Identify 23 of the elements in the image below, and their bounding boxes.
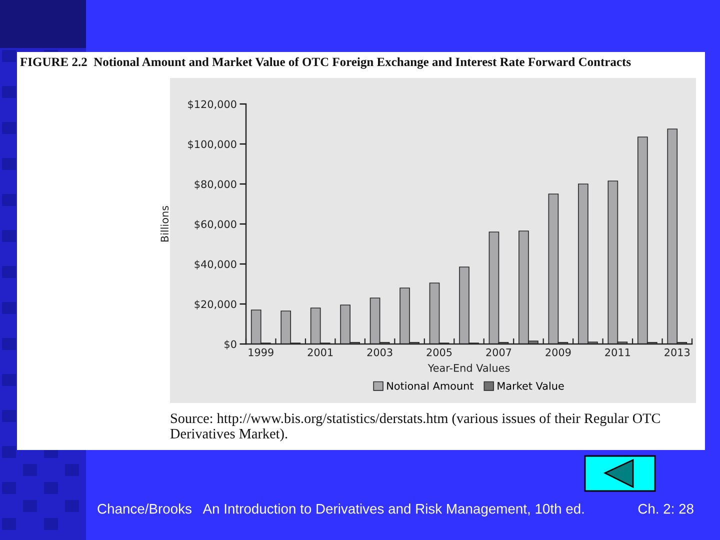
legend-label: Notional Amount: [387, 382, 474, 390]
y-tick-label: $60,000: [194, 220, 236, 230]
x-tick-label: 2013: [664, 348, 690, 356]
y-tick-label: $20,000: [194, 300, 236, 310]
y-tick-label: $80,000: [194, 180, 236, 190]
y-tick-label: $0: [224, 340, 236, 350]
y-tick-label: $120,000: [188, 100, 236, 110]
y-axis-title: Billions: [160, 206, 169, 242]
x-axis-title: Year-End Values: [428, 364, 510, 372]
legend-label: Market Value: [498, 382, 564, 390]
x-tick-label: 2001: [308, 348, 333, 356]
x-tick-label: 2011: [605, 348, 630, 356]
text: Ch. 2: 28: [638, 504, 694, 514]
source-note: Source: http://www.bis.org/statistics/derstats.htm (various issues of their Regular OTC Derivatives Market).: [170, 413, 660, 442]
x-tick-label: 2003: [367, 348, 392, 356]
x-tick-label: 1999: [248, 348, 274, 356]
x-tick-label: 2007: [486, 348, 512, 356]
text: Chance/Brooks An Introduction to Derivatives and Risk Management, 10th ed.: [98, 504, 584, 516]
x-tick-label: 2009: [546, 348, 571, 356]
y-tick-label: $40,000: [194, 260, 236, 270]
x-tick-label: 2005: [426, 348, 452, 356]
y-tick-label: $100,000: [188, 140, 236, 150]
chart-title: FIGURE 2.2 Notional Amount and Market Value of OTC Foreign Exchange and Interest Rate Forward Contracts: [20, 57, 631, 69]
